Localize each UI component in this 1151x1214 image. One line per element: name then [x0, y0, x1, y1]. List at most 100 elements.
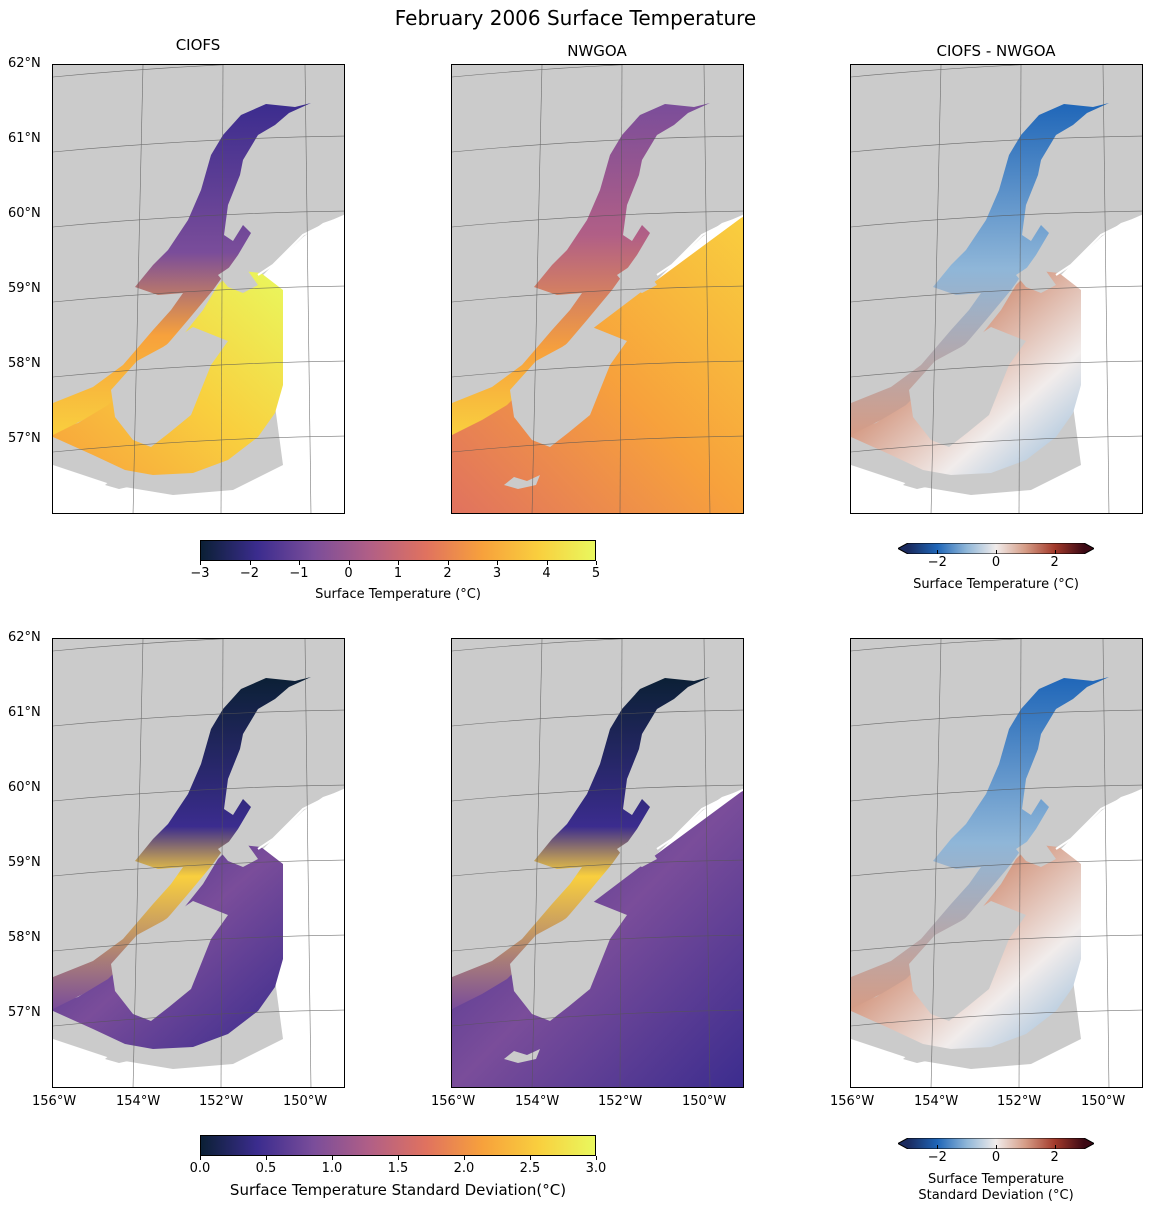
title-nwgoa: NWGOA: [567, 42, 627, 60]
figure-title: February 2006 Surface Temperature: [394, 6, 757, 30]
cook-inlet-field: [452, 677, 710, 1009]
kenai-land: [617, 265, 657, 293]
colorbar-mean-difference: [896, 539, 1096, 555]
longitude-line: [703, 65, 711, 513]
colorbar-ticks: −2 0 2: [898, 1145, 1094, 1169]
colorbar-tick-label: 1: [393, 566, 403, 581]
lon-label: 150°W: [1081, 1094, 1126, 1109]
graticule: [851, 65, 1142, 513]
colorbar-ticks: −3 −2 −1 0 1 2 3 4 5: [190, 561, 600, 591]
graticule: [53, 639, 344, 1087]
island-land: [903, 1049, 939, 1063]
latitude-line: [851, 639, 1023, 652]
kenai-land: [1016, 265, 1056, 293]
coastline: [1055, 214, 1142, 276]
coastline: [257, 214, 344, 276]
coastline: [656, 214, 743, 276]
open-ocean-white: [258, 789, 344, 854]
kodiak-island-land: [510, 901, 627, 1021]
longitude-line: [619, 639, 623, 1087]
colorbar-tick-mark: [1054, 550, 1056, 554]
kodiak-island-land: [909, 901, 1026, 1021]
map-panel-std-ciofs: [52, 638, 345, 1088]
graticule: [452, 65, 743, 513]
colorbar-tick-label: 0.5: [255, 1161, 277, 1176]
colorbar-tick-label: 1.0: [321, 1161, 343, 1176]
latitude-line: [452, 360, 743, 378]
latitude-line: [452, 934, 743, 952]
latitude-line: [851, 65, 1023, 78]
map-panel-std-diff: [850, 638, 1143, 1088]
lon-label: 154°W: [116, 1094, 161, 1109]
lat-label: 59°N: [8, 281, 41, 296]
longitude-line: [132, 65, 144, 513]
colorbar-tick-label: 0.0: [189, 1161, 211, 1176]
lon-label: 152°W: [997, 1094, 1042, 1109]
colorbar-tick-mark: [266, 1156, 267, 1160]
lon-label: 154°W: [515, 1094, 560, 1109]
latitude-line: [851, 784, 1142, 802]
colorbar-label-line2: Standard Deviation (°C): [918, 1188, 1074, 1203]
map-panel-mean-nwgoa: [451, 64, 744, 514]
coastline: [257, 788, 344, 850]
island-land: [504, 1049, 540, 1063]
graticule: [53, 65, 344, 513]
latitude-line: [452, 639, 624, 652]
colorbar-extend-low: [898, 543, 908, 554]
lat-label: 60°N: [8, 206, 41, 221]
colorbar-label-line1: Surface Temperature: [927, 1172, 1064, 1187]
colorbar-extend-high: [1084, 1138, 1094, 1149]
colorbar-tick-label: 2.5: [519, 1161, 541, 1176]
longitude-line: [619, 65, 623, 513]
latitude-line: [851, 360, 1142, 378]
colorbar-tick-mark: [596, 1156, 597, 1160]
latitude-line: [851, 135, 1142, 153]
cook-inlet-field: [53, 103, 311, 435]
colorbar-tick-label: 5: [591, 566, 601, 581]
latitude-line: [452, 435, 743, 453]
colorbar-tick-label: 1.5: [387, 1161, 409, 1176]
kodiak-island-land: [909, 327, 1026, 447]
colorbar-gradient: [908, 1138, 1084, 1149]
longitude-line: [531, 65, 543, 513]
colorbar-tick-label: −2: [927, 555, 947, 570]
kenai-land: [218, 839, 258, 867]
longitude-line: [703, 639, 711, 1087]
cook-inlet-field: [452, 103, 710, 435]
colorbar-tick-mark: [937, 1145, 939, 1149]
longitude-line: [1102, 65, 1110, 513]
lat-label: 58°N: [8, 356, 41, 371]
title-ciofs: CIOFS: [175, 36, 221, 54]
latitude-line: [452, 135, 743, 153]
colorbar-tick-mark: [996, 550, 997, 554]
title-diff: CIOFS - NWGOA: [936, 42, 1056, 60]
cook-inlet-field: [53, 677, 311, 1009]
colorbar-tick-mark: [200, 1156, 201, 1160]
graticule: [452, 639, 743, 1087]
longitude-line: [930, 65, 942, 513]
latitude-line: [53, 639, 225, 652]
lat-label: 58°N: [8, 930, 41, 945]
cook-inlet-field: [851, 677, 1109, 1009]
latitude-line: [452, 210, 743, 228]
colorbar-tick-label: 3: [492, 566, 502, 581]
colorbar-tick-mark: [546, 561, 548, 565]
kenai-land: [617, 839, 657, 867]
longitude-line: [220, 639, 224, 1087]
colorbar-tick-label: 2: [1050, 1150, 1059, 1165]
latitude-line: [452, 65, 624, 78]
colorbar-tick-label: 0: [344, 566, 353, 581]
latitude-line: [53, 784, 344, 802]
colorbar-extend-low: [898, 1138, 908, 1149]
lon-label: 152°W: [598, 1094, 643, 1109]
latitude-line: [53, 709, 344, 727]
longitude-line: [930, 639, 942, 1087]
map-panel-std-nwgoa: [451, 638, 744, 1088]
latitude-line: [851, 435, 1142, 453]
colorbar-tick-mark: [937, 550, 939, 554]
lat-label: 60°N: [8, 780, 41, 795]
colorbar-tick-label: −2: [927, 1150, 947, 1165]
colorbar-tick-label: −3: [190, 566, 210, 581]
lat-label: 57°N: [8, 431, 41, 446]
lon-label: 152°W: [199, 1094, 244, 1109]
